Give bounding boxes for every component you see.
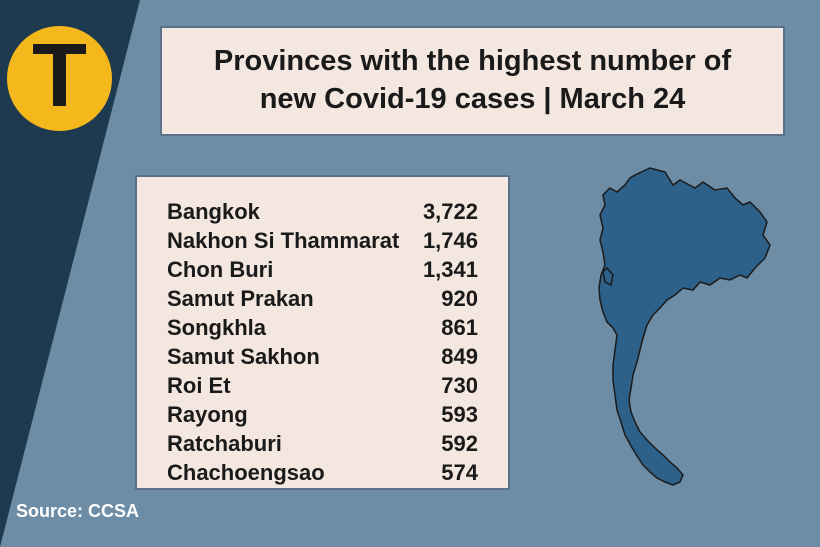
province-value: 920 <box>441 284 478 313</box>
province-name: Roi Et <box>167 371 231 400</box>
table-row: Samut Sakhon 849 <box>167 342 478 371</box>
logo-letter: T <box>32 31 87 121</box>
province-value: 3,722 <box>423 197 478 226</box>
province-value: 1,746 <box>423 226 478 255</box>
province-value: 730 <box>441 371 478 400</box>
table-row: Nakhon Si Thammarat 1,746 <box>167 226 478 255</box>
table-row: Chon Buri 1,341 <box>167 255 478 284</box>
province-name: Chon Buri <box>167 255 273 284</box>
title-text: Provinces with the highest number of new… <box>202 43 743 118</box>
province-name: Samut Sakhon <box>167 342 320 371</box>
province-name: Chachoengsao <box>167 458 325 487</box>
province-name: Bangkok <box>167 197 260 226</box>
table-row: Bangkok 3,722 <box>167 197 478 226</box>
data-table: Bangkok3,722Nakhon Si Thammarat1,746Chon… <box>135 175 510 490</box>
table-row: Ratchaburi 592 <box>167 429 478 458</box>
table-row: Songkhla 861 <box>167 313 478 342</box>
thailand-map <box>555 160 785 495</box>
province-value: 849 <box>441 342 478 371</box>
table-row: Roi Et 730 <box>167 371 478 400</box>
province-name: Ratchaburi <box>167 429 282 458</box>
province-name: Songkhla <box>167 313 266 342</box>
table-row: Rayong 593 <box>167 400 478 429</box>
province-value: 861 <box>441 313 478 342</box>
province-value: 592 <box>441 429 478 458</box>
table-row: Chachoengsao 574 <box>167 458 478 487</box>
province-value: 593 <box>441 400 478 429</box>
province-name: Nakhon Si Thammarat <box>167 226 399 255</box>
table-row: Samut Prakan 920 <box>167 284 478 313</box>
source-text: Source: CCSA <box>16 501 139 522</box>
title-box: Provinces with the highest number of new… <box>160 26 785 136</box>
province-name: Rayong <box>167 400 248 429</box>
province-value: 1,341 <box>423 255 478 284</box>
logo-circle: T <box>7 26 112 131</box>
province-name: Samut Prakan <box>167 284 314 313</box>
province-value: 574 <box>441 458 478 487</box>
thailand-map-shape <box>599 168 770 485</box>
